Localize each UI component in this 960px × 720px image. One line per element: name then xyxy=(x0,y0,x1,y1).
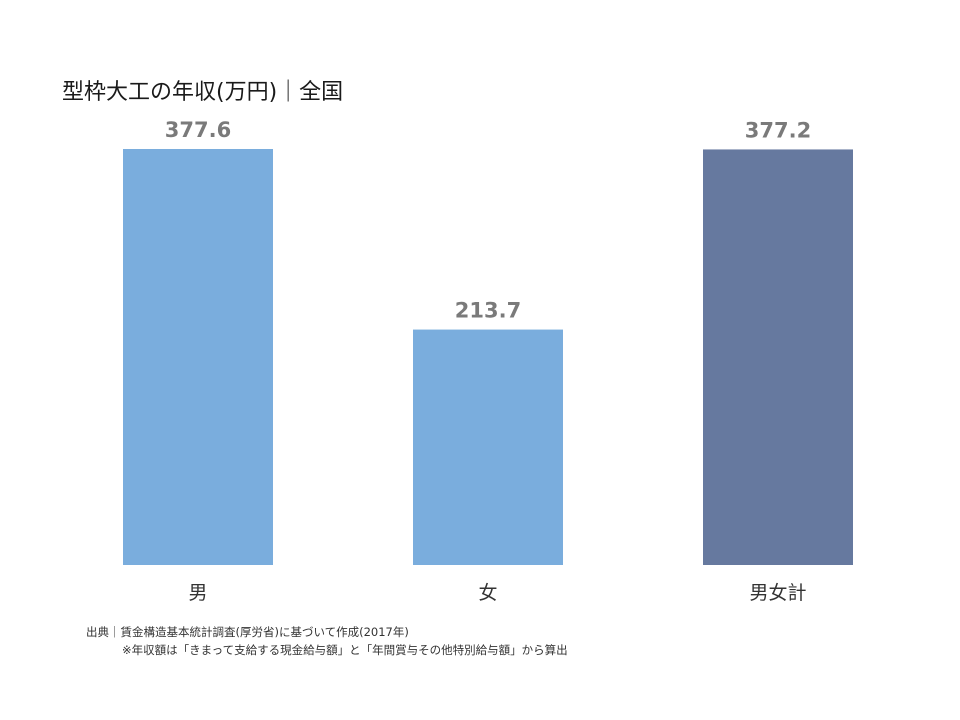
value-label-3: 377.2 xyxy=(745,118,811,142)
value-label-1: 377.6 xyxy=(165,118,231,142)
source-note: 出典｜賃金構造基本統計調査(厚労省)に基づいて作成(2017年) xyxy=(86,625,409,639)
calculation-note: ※年収額は「きまって支給する現金給与額」と「年間賞与その他特別給与額」から算出 xyxy=(122,643,568,657)
category-label-2: 女 xyxy=(478,582,497,604)
chart-title: 型枠大工の年収(万円)｜全国 xyxy=(62,80,344,105)
category-label-3: 男女計 xyxy=(749,582,806,604)
value-label-2: 213.7 xyxy=(455,299,521,323)
bar-1 xyxy=(123,149,273,565)
bar-3 xyxy=(703,149,853,565)
category-label-1: 男 xyxy=(188,582,207,604)
bar-2 xyxy=(413,329,563,565)
